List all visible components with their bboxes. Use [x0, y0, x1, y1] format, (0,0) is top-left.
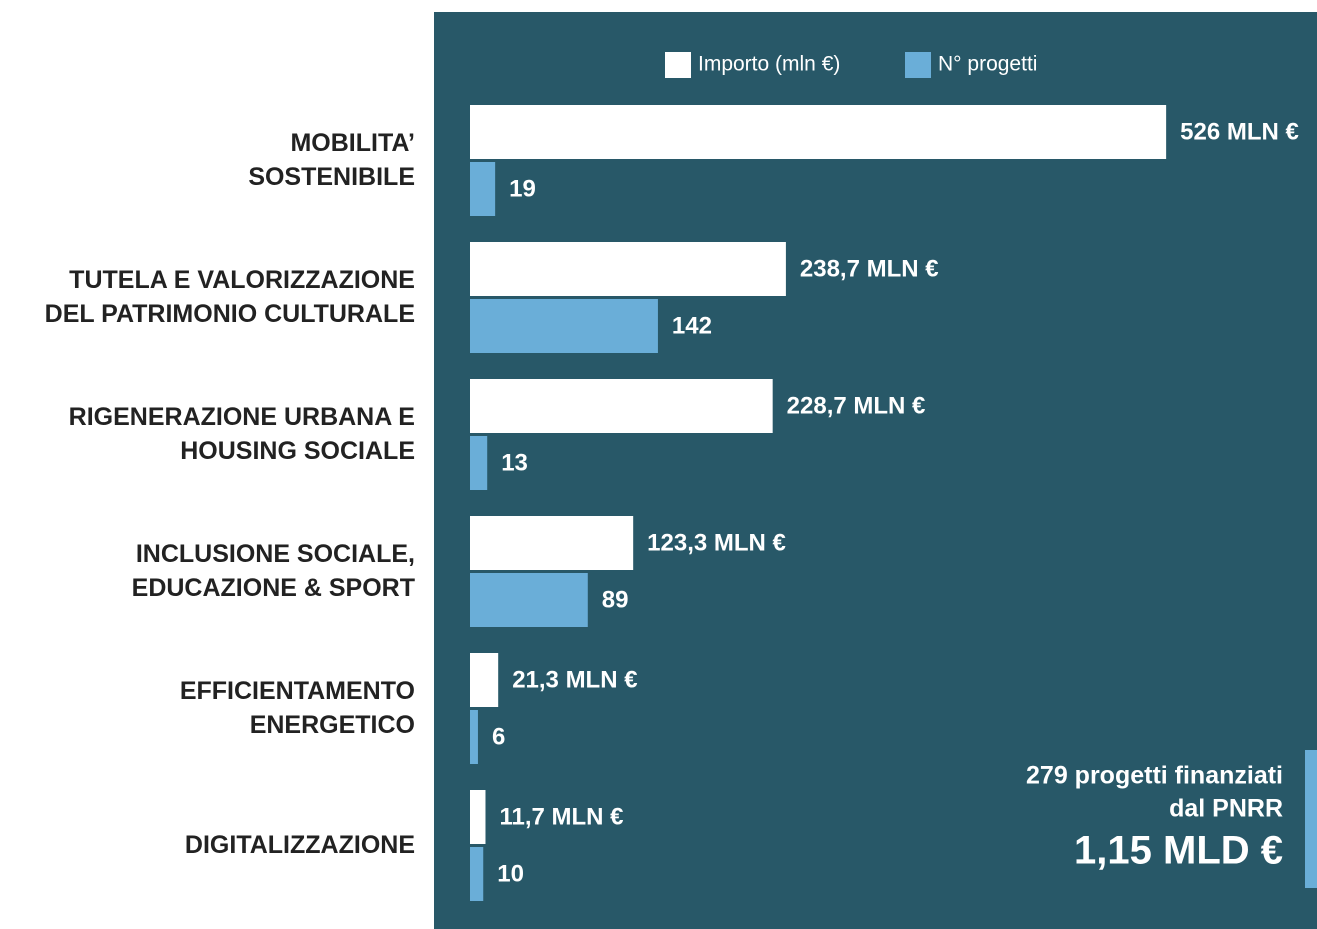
value-label: 123,3 MLN € [647, 529, 786, 556]
bar [470, 105, 1167, 159]
value-label: 238,7 MLN € [800, 255, 939, 282]
value-label: 21,3 MLN € [512, 666, 637, 693]
category-label: EFFICIENTAMENTO ENERGETICO [180, 677, 415, 739]
value-label: 228,7 MLN € [787, 392, 926, 419]
bar [470, 242, 786, 296]
category-label: MOBILITA’ SOSTENIBILE [248, 129, 415, 191]
legend-swatch [665, 52, 691, 78]
category-label: DIGITALIZZAZIONE [185, 831, 415, 859]
value-label: 11,7 MLN € [499, 803, 623, 830]
value-label: 526 MLN € [1180, 118, 1299, 145]
bar [470, 436, 488, 490]
legend-label: N° progetti [938, 53, 1037, 76]
bar [470, 299, 658, 353]
legend-swatch [905, 52, 931, 78]
bar [470, 653, 499, 707]
value-label: 142 [672, 312, 712, 339]
accent-bar [1305, 750, 1317, 888]
panel [434, 12, 1317, 929]
annotation: dal PNRR [1169, 795, 1283, 823]
annotation: 279 progetti finanziati [1026, 762, 1283, 790]
annotation-total: 1,15 MLD € [1074, 829, 1283, 873]
bar [470, 516, 634, 570]
value-label: 6 [492, 723, 505, 750]
category-label: INCLUSIONE SOCIALE, EDUCAZIONE & SPORT [132, 540, 415, 602]
category-label: RIGENERAZIONE URBANA E HOUSING SOCIALE [69, 403, 415, 465]
bar [470, 710, 478, 764]
value-label: 89 [602, 586, 629, 613]
bar [470, 573, 588, 627]
bar [470, 790, 486, 844]
bar [470, 847, 484, 901]
bar [470, 162, 496, 216]
value-label: 13 [501, 449, 528, 476]
category-label: TUTELA E VALORIZZAZIONE DEL PATRIMONIO CU… [45, 266, 415, 328]
value-label: 10 [497, 860, 524, 887]
value-label: 19 [509, 175, 536, 202]
bar [470, 379, 773, 433]
legend-label: Importo (mln €) [698, 53, 840, 76]
